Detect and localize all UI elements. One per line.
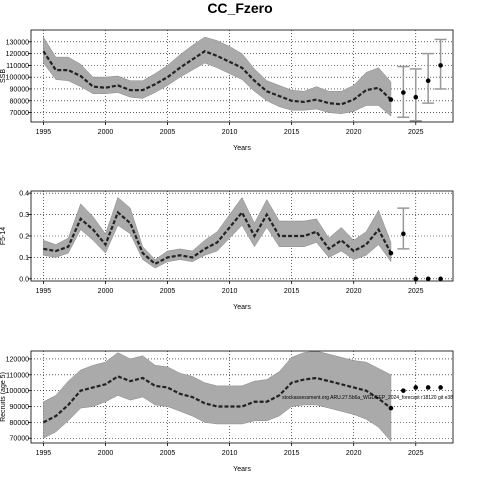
y-tick-label-1: 80000 xyxy=(10,98,30,105)
y-tick-label-2: 90000 xyxy=(10,404,30,411)
y-tick-label-0: 70000 xyxy=(10,436,30,443)
y-tick-label-1: 80000 xyxy=(10,420,30,427)
y-tick-label-4: 110000 xyxy=(6,63,29,70)
y-tick-label-3: 100000 xyxy=(6,388,29,395)
forecast-point-2026 xyxy=(425,276,431,282)
x-tick-label-2020: 2020 xyxy=(346,450,362,457)
forecast-point-2027 xyxy=(438,276,443,282)
y-axis-label: SSB xyxy=(0,69,7,83)
estimate-line xyxy=(42,375,392,424)
x-axis-label: Years xyxy=(233,304,251,311)
x-tick-label-1995: 1995 xyxy=(36,450,52,457)
forecast-point-2025 xyxy=(413,385,419,390)
y-tick-label-4: 0.4 xyxy=(19,191,29,198)
x-tick-label-2000: 2000 xyxy=(98,129,114,136)
panel-1: 1995 2000 2005 2010 2015 2020 2025 70000 80000 90… xyxy=(0,29,454,152)
x-tick-label-2000: 2000 xyxy=(98,450,114,457)
forecast-point-2027 xyxy=(438,385,443,390)
forecast-point-2026 xyxy=(425,78,431,84)
forecast-point-2025 xyxy=(413,94,419,100)
x-tick-label-2010: 2010 xyxy=(222,450,238,457)
forecast-point-2027 xyxy=(438,63,443,68)
estimate-line xyxy=(42,50,392,106)
watermark: stockassessment.org ARU.27.5b6a_WGDEEP_2… xyxy=(282,395,453,401)
forecast-point-2026 xyxy=(425,385,431,390)
y-tick-label-5: 120000 xyxy=(6,356,29,363)
panel-3: 1995 2000 2005 2010 2015 2020 2025 70000 80000 90… xyxy=(0,350,454,473)
x-tick-label-2020: 2020 xyxy=(346,129,362,136)
estimate-point-2023 xyxy=(388,405,394,411)
x-tick-label-2015: 2015 xyxy=(284,288,300,295)
x-tick-label-2005: 2005 xyxy=(160,288,176,295)
panels: 1995 2000 2005 2010 2015 2020 2025 70000 80000 90… xyxy=(0,29,454,473)
y-tick-label-1: 0.1 xyxy=(19,255,29,262)
y-tick-label-6: 130000 xyxy=(6,39,29,46)
x-tick-label-2010: 2010 xyxy=(222,288,238,295)
plot-frame xyxy=(30,29,454,123)
estimate-point-2023 xyxy=(388,97,394,102)
forecast-point-2024 xyxy=(401,231,406,237)
confidence-band xyxy=(43,196,392,269)
plot-frame xyxy=(30,350,454,444)
y-tick-label-5: 120000 xyxy=(6,51,29,58)
forecast-point-2024 xyxy=(401,90,406,95)
x-tick-label-2005: 2005 xyxy=(160,450,176,457)
y-tick-label-2: 0.2 xyxy=(19,234,29,241)
x-tick-label-1995: 1995 xyxy=(36,129,52,136)
x-axis-label: Years xyxy=(233,466,251,473)
x-tick-label-2020: 2020 xyxy=(346,288,362,295)
x-tick-label-1995: 1995 xyxy=(36,288,52,295)
confidence-band xyxy=(43,350,392,443)
x-tick-label-2010: 2010 xyxy=(222,129,238,136)
y-axis-label: F5-14 xyxy=(0,227,7,245)
x-tick-label-2015: 2015 xyxy=(284,450,300,457)
x-tick-label-2025: 2025 xyxy=(408,450,424,457)
y-tick-label-3: 0.3 xyxy=(19,212,29,219)
figure-title: CC_Fzero xyxy=(207,0,272,16)
y-tick-label-4: 110000 xyxy=(6,372,29,379)
panel-2: 1995 2000 2005 2010 2015 2020 2025 0.0 0.1 0.2 0.3… xyxy=(0,190,454,311)
x-tick-label-2015: 2015 xyxy=(284,129,300,136)
y-tick-label-0: 70000 xyxy=(10,110,30,117)
confidence-band xyxy=(43,36,392,117)
x-tick-label-2000: 2000 xyxy=(98,288,114,295)
x-tick-label-2005: 2005 xyxy=(160,129,176,136)
forecast-point-2024 xyxy=(401,388,406,393)
y-tick-label-3: 100000 xyxy=(6,75,29,82)
y-tick-label-0: 0.0 xyxy=(19,276,29,283)
y-tick-label-2: 90000 xyxy=(10,86,30,93)
forecast-point-2025 xyxy=(413,276,419,282)
x-tick-label-2025: 2025 xyxy=(408,288,424,295)
y-axis-label: Recruits (age 5) xyxy=(0,372,7,422)
x-axis-label: Years xyxy=(233,145,251,152)
x-tick-label-2025: 2025 xyxy=(408,129,424,136)
estimate-point-2023 xyxy=(388,250,394,256)
estimate-line xyxy=(43,210,392,266)
